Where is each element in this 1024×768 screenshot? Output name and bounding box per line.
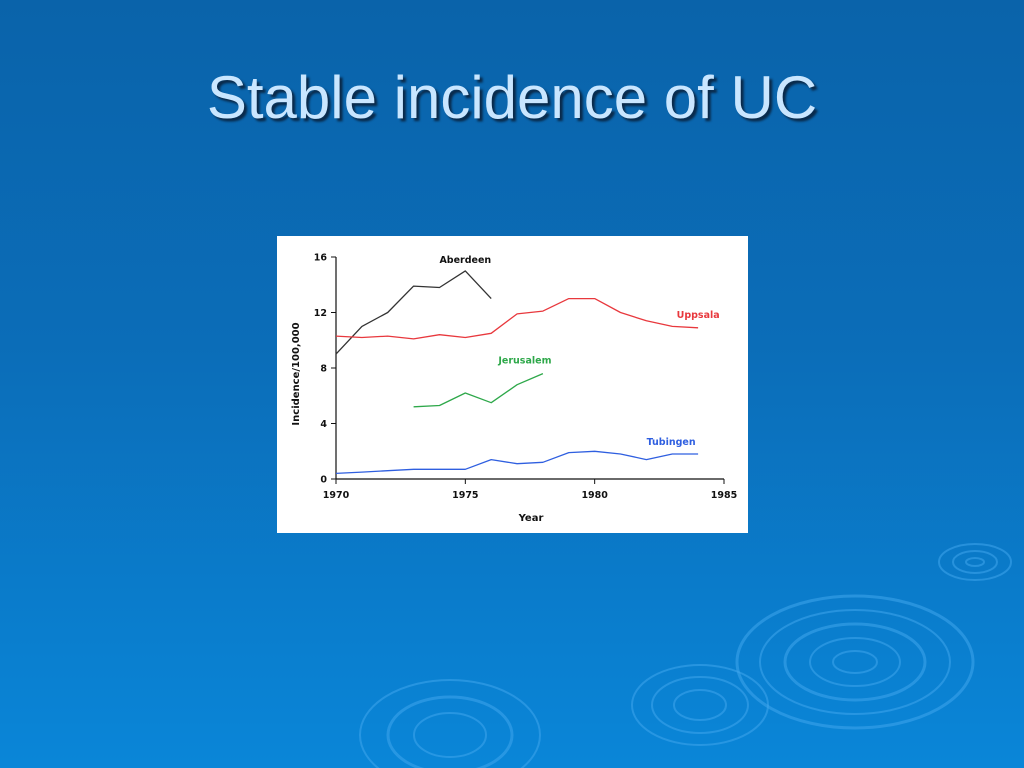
slide-title: Stable incidence of UC: [206, 64, 818, 131]
x-tick-label: 1975: [452, 490, 478, 501]
chart-axes: 0 4 8 12 16 1970 1975 1980 1985: [314, 253, 737, 502]
x-tick-label: 1985: [711, 490, 737, 501]
series-label-jerusalem: Jerusalem: [497, 356, 551, 367]
y-tick-label: 12: [314, 308, 327, 319]
series-line-uppsala: [335, 297, 699, 340]
series-line-aberdeen: [335, 270, 492, 355]
y-tick-label: 8: [320, 364, 327, 375]
chart-panel: 0 4 8 12 16 1970 1975 1980 1985 Aberdeen Uppsala J…: [277, 236, 748, 533]
series-label-aberdeen: Aberdeen: [439, 255, 491, 266]
y-tick-label: 16: [314, 253, 328, 264]
x-tick-label: 1970: [323, 490, 350, 501]
chart-series: Aberdeen Uppsala Jerusalem Tubingen: [335, 255, 720, 475]
incidence-line-chart: 0 4 8 12 16 1970 1975 1980 1985 Aberdeen Uppsala J…: [291, 253, 737, 525]
y-axis-title: Incidence/100,000: [291, 322, 302, 425]
y-tick-label: 4: [320, 419, 327, 430]
series-line-tubingen: [335, 450, 699, 475]
series-label-tubingen: Tubingen: [647, 437, 696, 448]
y-tick-label: 0: [320, 475, 327, 486]
series-line-jerusalem: [413, 373, 544, 408]
x-axis-title: Year: [518, 513, 544, 524]
series-label-uppsala: Uppsala: [677, 310, 720, 321]
x-tick-label: 1980: [581, 490, 608, 501]
